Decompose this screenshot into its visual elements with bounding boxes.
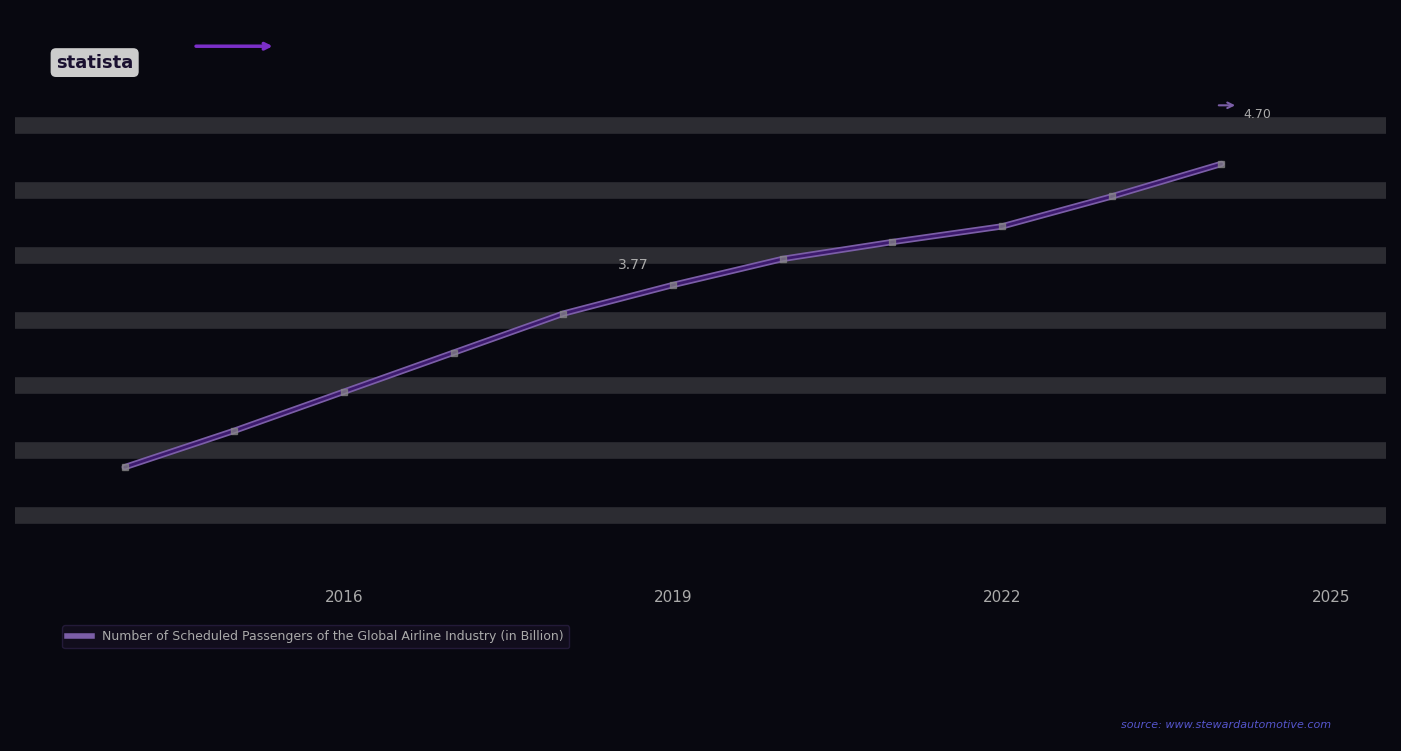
Text: source: www.stewardautomotive.com: source: www.stewardautomotive.com xyxy=(1121,720,1331,731)
Text: 3.77: 3.77 xyxy=(618,258,649,273)
Legend: Number of Scheduled Passengers of the Global Airline Industry (in Billion): Number of Scheduled Passengers of the Gl… xyxy=(63,626,569,648)
Text: statista: statista xyxy=(56,53,133,71)
Text: 4.70: 4.70 xyxy=(1244,108,1271,122)
